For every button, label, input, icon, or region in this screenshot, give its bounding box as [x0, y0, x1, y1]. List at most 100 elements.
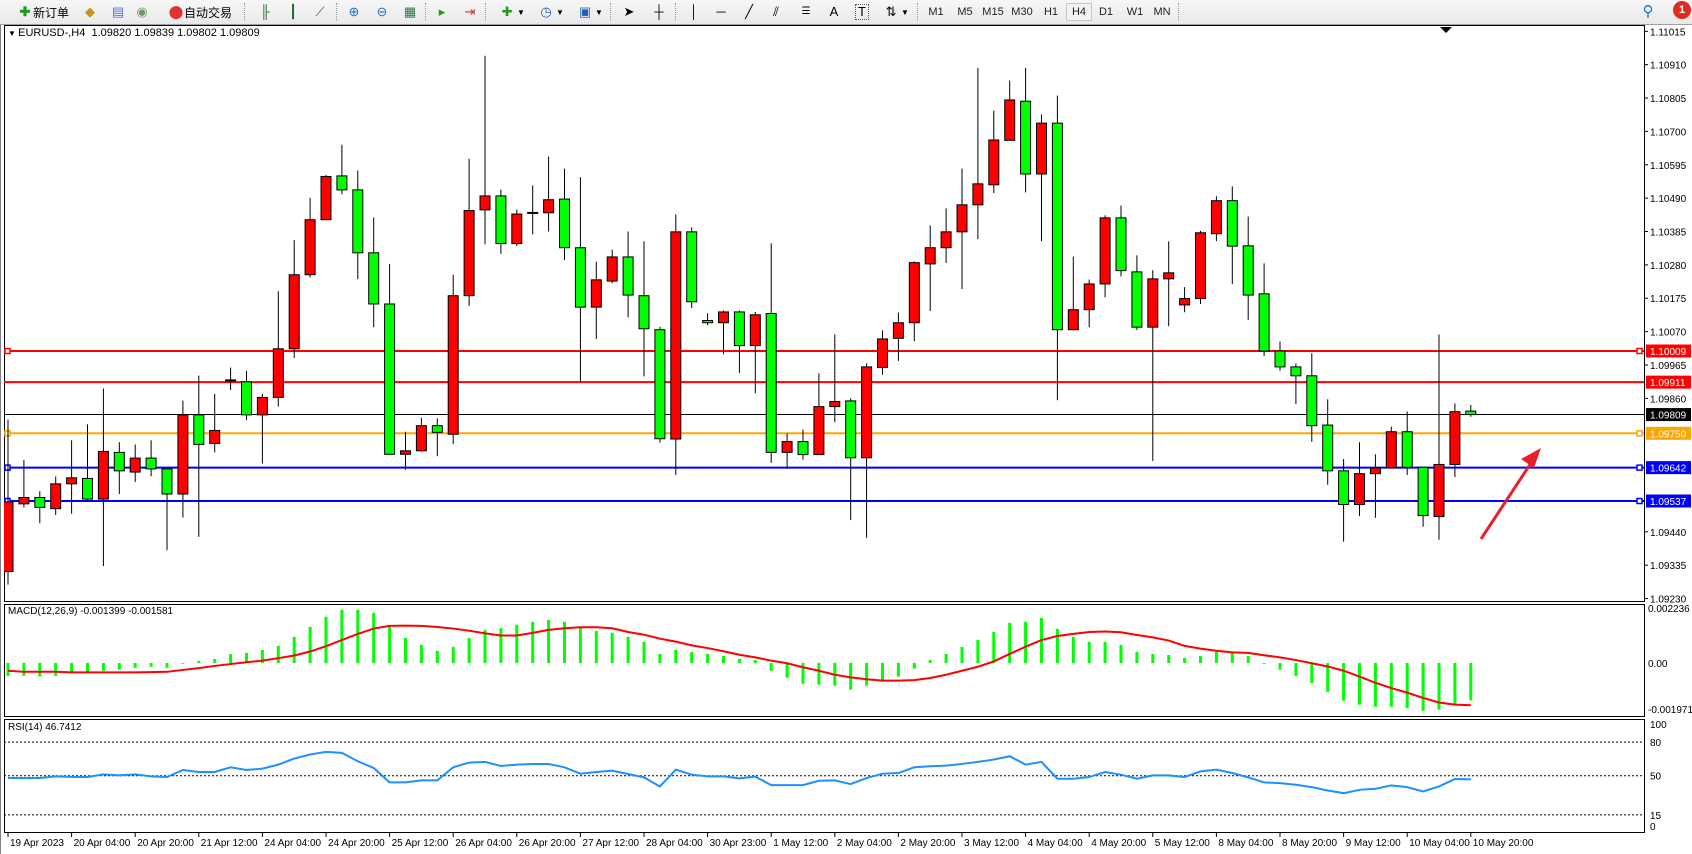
- time-axis-label: 25 Apr 12:00: [392, 838, 449, 849]
- time-axis-label: 27 Apr 12:00: [582, 838, 639, 849]
- candle-body: [97, 450, 109, 500]
- fibonacci-button[interactable]: ☰: [797, 2, 815, 22]
- candle-body: [288, 274, 300, 350]
- macd-histogram-bar: [1326, 663, 1330, 692]
- macd-histogram-bar: [276, 645, 280, 663]
- macd-histogram-bar: [340, 609, 344, 663]
- candle-body: [527, 211, 539, 214]
- timeframe-h4[interactable]: H4: [1066, 3, 1092, 21]
- candle-body: [34, 497, 46, 508]
- navigator-button[interactable]: ◉: [133, 2, 151, 22]
- horizontal-line-button[interactable]: ─: [712, 2, 730, 22]
- macd-histogram-bar: [1262, 663, 1266, 664]
- candle-body: [368, 252, 380, 305]
- tile-windows-button[interactable]: ▦: [401, 2, 419, 22]
- macd-histogram-bar: [388, 626, 392, 663]
- autoscroll-button[interactable]: ⇥: [461, 2, 479, 22]
- macd-histogram-bar: [674, 649, 678, 663]
- chart-header: ▼ EURUSD-,H4 1.09820 1.09839 1.09802 1.0…: [8, 27, 260, 39]
- templates-dropdown[interactable]: ▣ ▼: [574, 2, 606, 22]
- text-button[interactable]: A: [825, 2, 843, 22]
- candle: [1036, 114, 1047, 242]
- collapse-triangle-icon[interactable]: ▼: [8, 29, 19, 38]
- zoom-in-button[interactable]: ⊕: [345, 2, 363, 22]
- macd-histogram-bar: [1246, 656, 1250, 663]
- fibonacci-icon: ☰: [801, 6, 811, 17]
- candle-body: [908, 262, 920, 324]
- bar-chart-button[interactable]: ╟: [256, 2, 274, 22]
- line-anchor-handle[interactable]: [1636, 347, 1643, 355]
- candle-body: [686, 231, 698, 303]
- time-axis-label: 10 May 04:00: [1409, 838, 1470, 849]
- line-chart-button[interactable]: ⟋: [311, 2, 329, 22]
- timeframe-h1[interactable]: H1: [1043, 6, 1059, 18]
- cursor-button[interactable]: ➤: [620, 2, 638, 22]
- timeframe-m5[interactable]: M5: [957, 6, 973, 18]
- candle: [209, 393, 221, 453]
- candle: [1385, 426, 1397, 469]
- macd-histogram-bar: [70, 663, 74, 674]
- timeframe-m30[interactable]: M30: [1011, 6, 1033, 18]
- trendline-button[interactable]: ╱: [740, 2, 758, 22]
- candle-body: [352, 189, 364, 254]
- text-label-button[interactable]: T: [853, 2, 871, 22]
- indicators-dropdown[interactable]: ✚ ▼: [496, 2, 528, 22]
- line-anchor-handle[interactable]: [1636, 497, 1643, 505]
- candle-body: [1083, 283, 1095, 311]
- price-axis-label: 1.10595: [1650, 161, 1687, 172]
- chart-shift-marker-icon[interactable]: [1440, 27, 1452, 33]
- vertical-line-button[interactable]: │: [685, 2, 703, 22]
- zoom-in-icon: ⊕: [348, 4, 360, 19]
- line-anchor-handle[interactable]: [4, 347, 11, 355]
- auto-trading-button[interactable]: ⬤ 自动交易: [164, 2, 236, 22]
- macd-histogram-bar: [1421, 663, 1425, 711]
- candle: [447, 274, 459, 445]
- periods-dropdown[interactable]: ◷ ▼: [535, 2, 567, 22]
- text-label-icon: T: [855, 4, 869, 20]
- separator: [917, 3, 918, 21]
- candle-body: [972, 183, 984, 206]
- timeframe-mn[interactable]: MN: [1153, 6, 1171, 18]
- candle: [368, 217, 380, 328]
- candle-body: [1354, 473, 1365, 505]
- line-anchor-handle[interactable]: [1636, 464, 1643, 471]
- candle-body: [924, 247, 936, 265]
- candle-body: [304, 219, 316, 276]
- timeframe-w1[interactable]: W1: [1126, 6, 1144, 18]
- macd-histogram-bar: [6, 663, 10, 676]
- zoom-out-button[interactable]: ⊖: [373, 2, 391, 22]
- candle-body: [4, 501, 14, 573]
- candle-body: [193, 414, 205, 445]
- data-window-button[interactable]: ▤: [109, 2, 127, 22]
- timeframe-d1[interactable]: D1: [1098, 6, 1114, 18]
- candle-body: [320, 176, 332, 221]
- line-anchor-handle[interactable]: [1636, 430, 1643, 437]
- separator: [675, 3, 676, 21]
- notification-badge[interactable]: 1: [1673, 1, 1691, 19]
- candle-body: [1051, 122, 1063, 331]
- equidistant-channel-button[interactable]: ⫽: [767, 2, 785, 22]
- arrows-dropdown[interactable]: ⇅ ▼: [880, 2, 912, 22]
- timeframe-m15[interactable]: M15: [982, 6, 1004, 18]
- chart-shift-button[interactable]: ▸: [433, 2, 451, 22]
- annotation-arrow[interactable]: [1479, 448, 1541, 540]
- crosshair-button[interactable]: ┼: [650, 2, 668, 22]
- macd-histogram-bar: [54, 663, 58, 676]
- timeframe-m1[interactable]: M1: [928, 6, 944, 18]
- candle: [1290, 363, 1302, 405]
- notification-count: 1: [1678, 4, 1686, 16]
- candle-body: [447, 295, 459, 435]
- macd-signal-line: [7, 624, 1471, 707]
- macd-histogram-bar: [1119, 644, 1123, 663]
- market-watch-button[interactable]: ◆: [81, 2, 99, 22]
- price-line-label: 1.10009: [1650, 347, 1687, 358]
- macd-histogram-bar: [1071, 636, 1075, 663]
- candle-body: [1274, 350, 1286, 368]
- candle: [924, 225, 936, 311]
- candle: [972, 67, 984, 240]
- new-order-button[interactable]: ✚ 新订单: [14, 2, 72, 22]
- search-button[interactable]: ⚲: [1639, 2, 1657, 22]
- macd-histogram-bar: [372, 612, 376, 663]
- candlestick-button[interactable]: ┃: [284, 2, 302, 22]
